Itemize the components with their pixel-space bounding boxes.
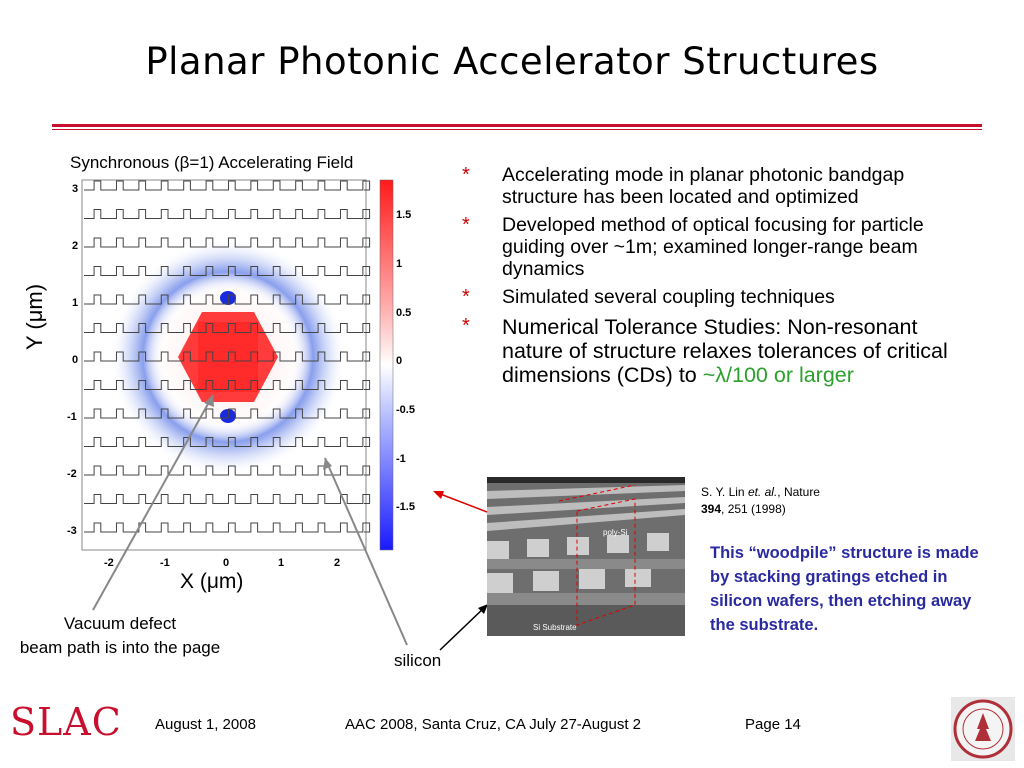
slide-title: Planar Photonic Accelerator Structures	[145, 40, 879, 83]
title-rule	[52, 124, 982, 127]
grating-row	[84, 180, 371, 191]
bullet-item: * Simulated several coupling techniques	[462, 286, 962, 309]
vacuum-defect-label: Vacuum defect	[63, 614, 177, 633]
tolerance-highlight: ~λ/100 or larger	[702, 363, 854, 387]
grating-row	[84, 437, 371, 447]
bullet-item: * Numerical Tolerance Studies: Non-reson…	[462, 315, 962, 387]
footer-page: Page 14	[745, 716, 801, 733]
bullet-item: * Developed method of optical focusing f…	[462, 214, 962, 280]
footer-event: AAC 2008, Santa Cruz, CA July 27-August …	[345, 716, 641, 733]
y-tick: 3	[72, 183, 78, 195]
bullet-list: * Accelerating mode in planar photonic b…	[462, 164, 962, 393]
ref-volume: 394	[701, 502, 722, 516]
grating-row	[84, 237, 371, 248]
y-tick: -1	[67, 411, 77, 423]
y-tick: 1	[72, 297, 78, 309]
ref-authors: S. Y. Lin	[701, 485, 748, 499]
slac-logo: SLAC	[10, 700, 122, 744]
colorbar-tick: -0.5	[396, 404, 415, 416]
x-axis-label: X (μm)	[180, 570, 244, 593]
title-rule-thin	[52, 129, 982, 130]
bullet-marker: *	[462, 164, 470, 186]
bullet-text: Simulated several coupling techniques	[502, 286, 835, 308]
y-tick: -3	[67, 525, 77, 537]
colorbar-tick: 0.5	[396, 307, 411, 319]
grating-row	[84, 209, 371, 219]
bullet-marker: *	[462, 315, 470, 337]
ref-pages: , 251 (1998)	[721, 502, 786, 516]
grating-rows	[84, 180, 371, 533]
colorbar-tick: -1	[396, 453, 406, 465]
grating-row	[84, 351, 371, 362]
ref-journal: , Nature	[777, 485, 820, 499]
grating-row	[84, 294, 371, 305]
y-tick: -2	[67, 468, 77, 480]
footer-date: August 1, 2008	[155, 716, 256, 733]
figure-caption: Synchronous (β=1) Accelerating Field	[70, 153, 354, 172]
bullet-text: Accelerating mode in planar photonic ban…	[502, 164, 905, 208]
colorbar-tick: 0	[396, 355, 402, 367]
grating-row	[84, 266, 371, 276]
substrate-label: Si Substrate	[533, 623, 577, 632]
beam-path-label: beam path is into the page	[19, 638, 221, 657]
ref-etal: et. al.	[747, 485, 778, 499]
x-tick: 1	[278, 557, 284, 569]
field-plot: 3 2 1 0 -1 -2 -3 -2 -1 0 1 2 1.5 1 0.5 0…	[67, 179, 415, 569]
x-tick: 0	[223, 557, 229, 569]
y-tick: 0	[72, 354, 78, 366]
x-tick: -1	[160, 557, 170, 569]
reference-citation: S. Y. Lin et. al., Nature 394, 251 (1998…	[701, 484, 820, 518]
colorbar-tick: 1	[396, 258, 402, 270]
stanford-seal	[951, 697, 1015, 761]
bullet-marker: *	[462, 214, 470, 236]
bullet-item: * Accelerating mode in planar photonic b…	[462, 164, 962, 208]
x-tick: 2	[334, 557, 340, 569]
bullet-marker: *	[462, 286, 470, 308]
grating-row	[84, 494, 371, 504]
bullet-text: Developed method of optical focusing for…	[502, 214, 924, 280]
colorbar-tick: -1.5	[396, 501, 415, 513]
grating-row	[84, 323, 371, 333]
colorbar	[379, 179, 394, 551]
grating-row	[84, 465, 371, 476]
grating-row	[84, 408, 371, 419]
y-tick: 2	[72, 240, 78, 252]
woodpile-note: This “woodpile” structure is made by sta…	[710, 544, 979, 634]
woodpile-sem-image: poly-Si Si Substrate	[487, 477, 685, 636]
polysi-label: poly-Si	[603, 528, 628, 537]
silicon-label: silicon	[394, 651, 442, 670]
x-tick: -2	[104, 557, 114, 569]
grating-row	[84, 380, 371, 390]
colorbar-tick: 1.5	[396, 209, 411, 221]
bullet-text: Numerical Tolerance Studies: Non-resonan…	[502, 315, 948, 387]
